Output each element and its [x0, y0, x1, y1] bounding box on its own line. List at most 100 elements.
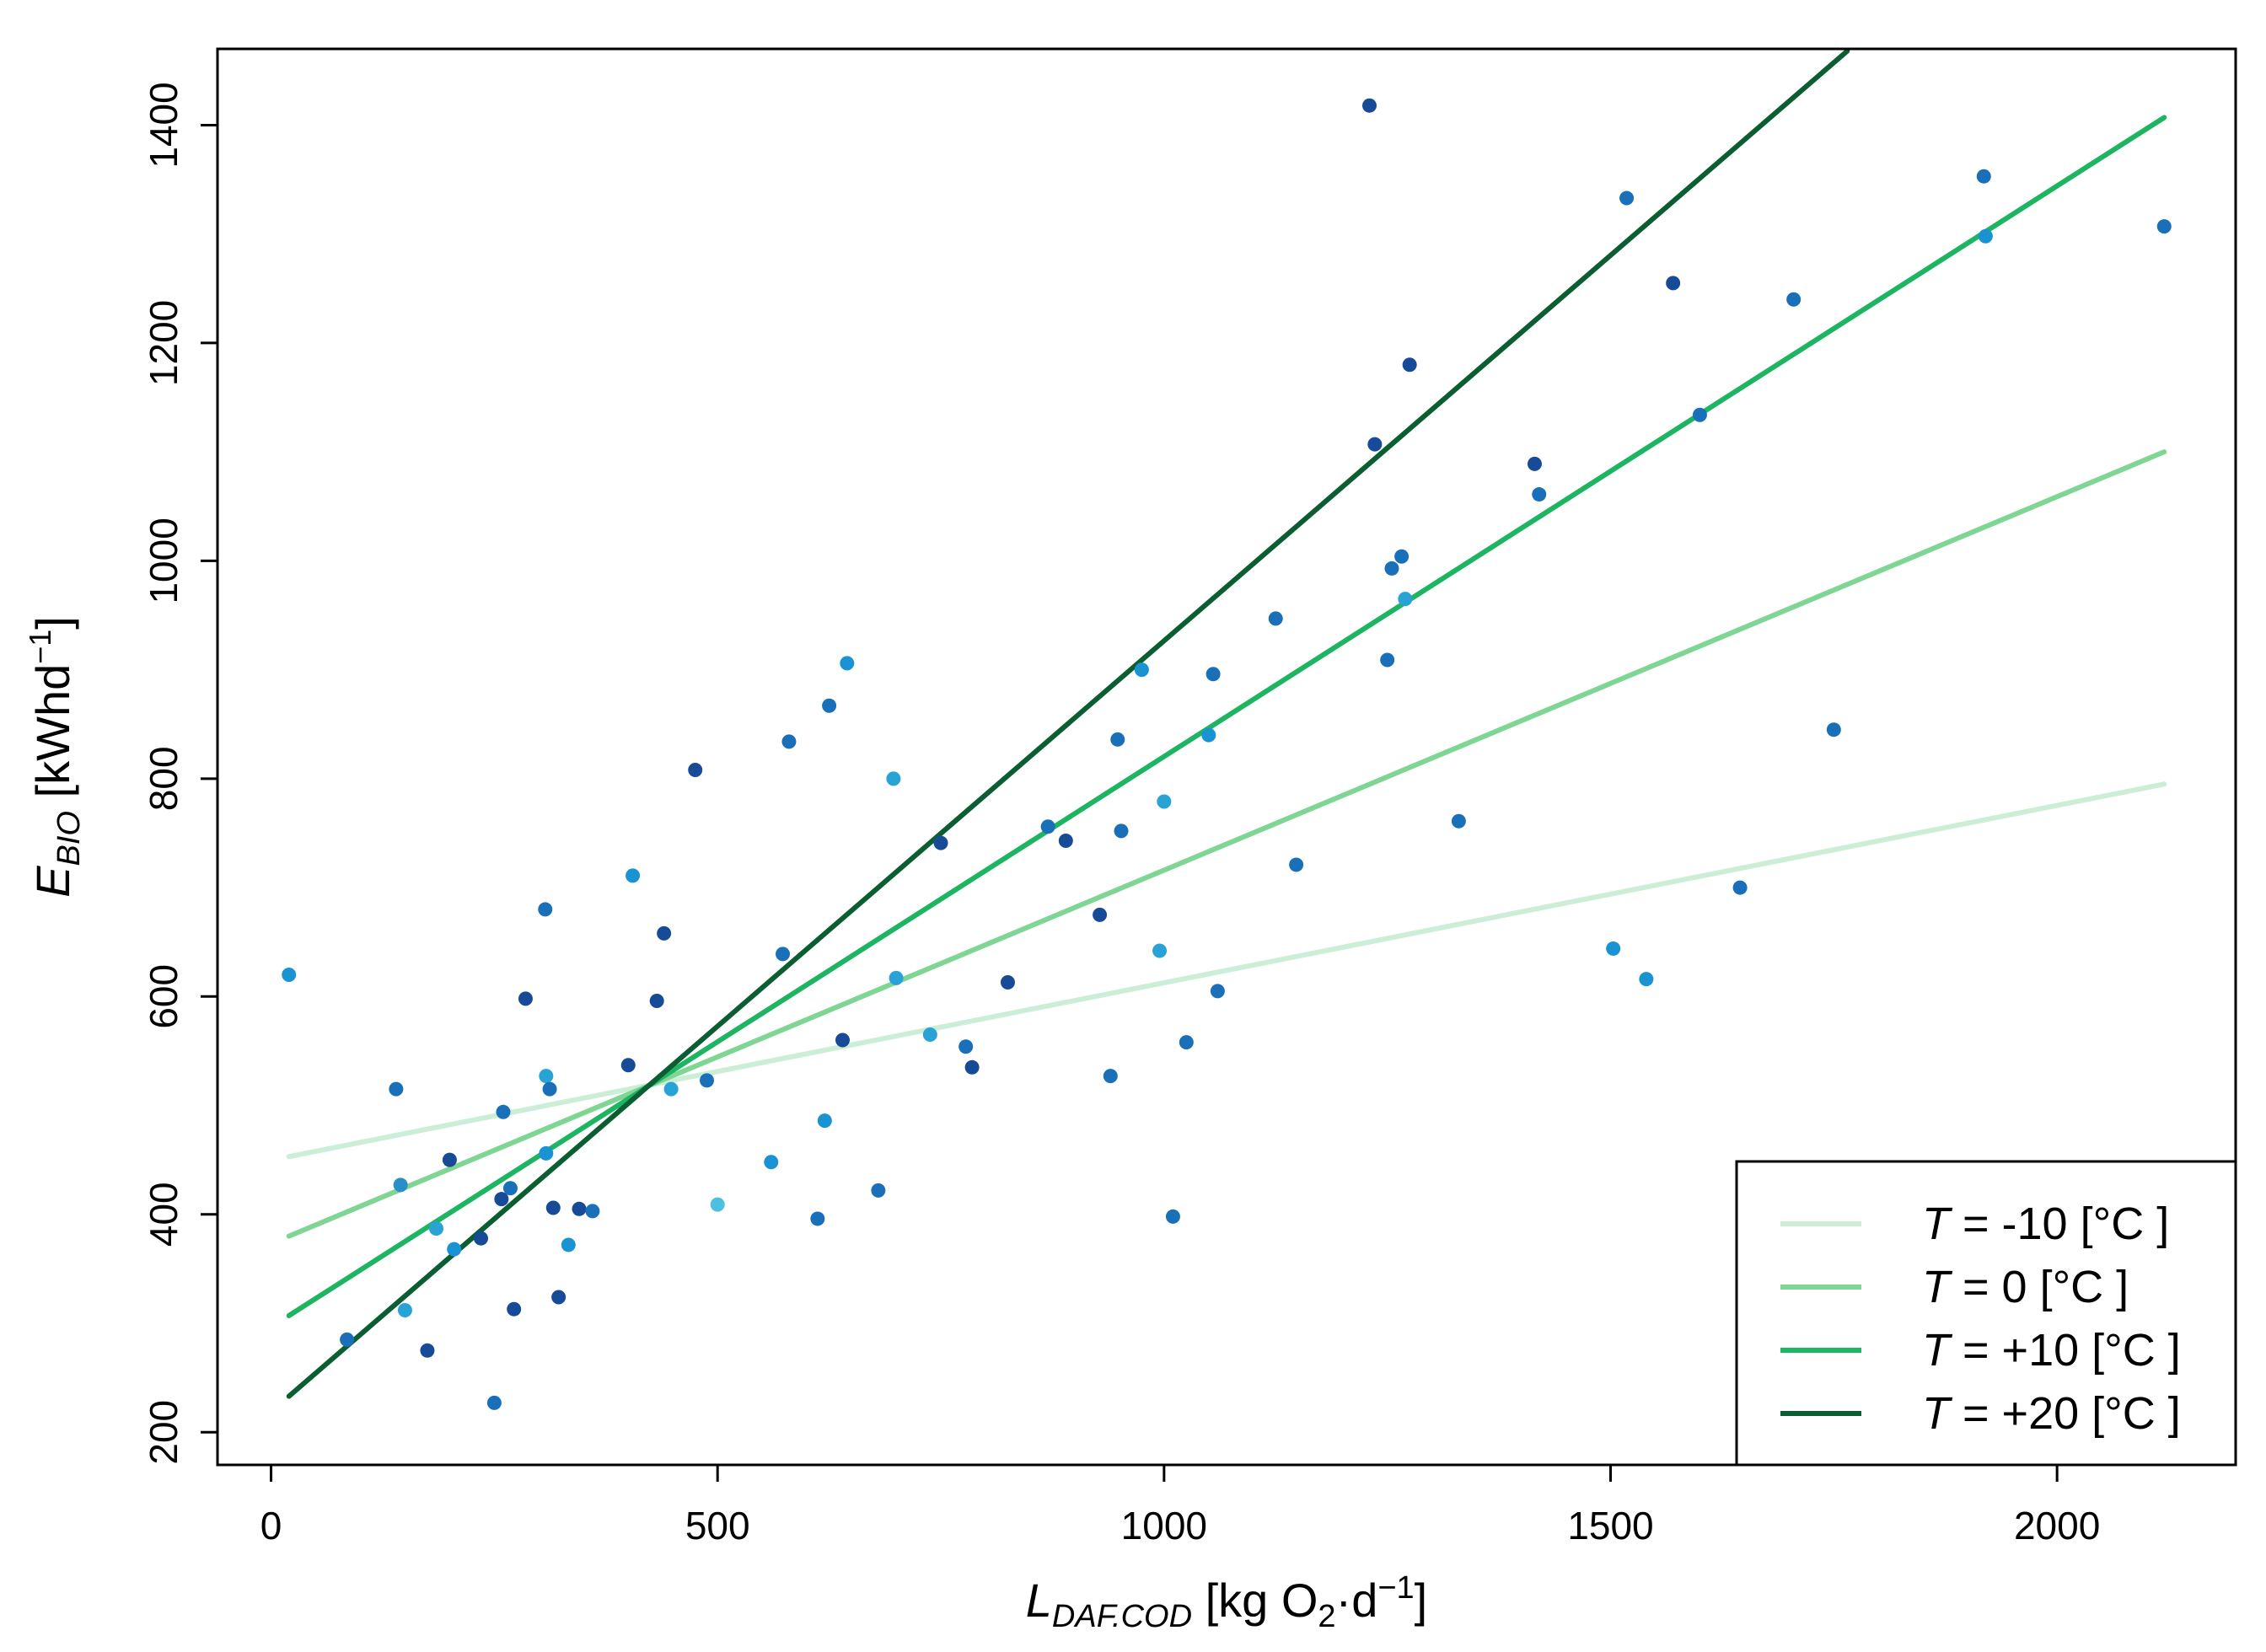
fit-line-3 — [286, 115, 2167, 1318]
data-point — [1398, 592, 1413, 607]
data-point — [542, 1081, 557, 1097]
legend: T = -10 [°C ] T = 0 [°C ] T = +10 [°C ] T =… — [1735, 1160, 2237, 1467]
data-point — [1000, 975, 1015, 990]
data-point — [572, 1201, 587, 1216]
y-tick-label: 200 — [142, 1400, 185, 1465]
data-point — [1978, 228, 1993, 244]
data-point — [663, 1081, 679, 1097]
data-point — [1451, 813, 1466, 829]
data-point — [502, 1181, 518, 1196]
y-axis-title: EBIO [kWhd−1] — [23, 616, 87, 898]
data-point — [585, 1204, 600, 1219]
data-point — [620, 1058, 636, 1073]
data-point — [397, 1302, 412, 1317]
data-point — [871, 1183, 886, 1198]
data-point — [699, 1073, 714, 1088]
data-point — [933, 835, 948, 850]
data-point — [538, 902, 553, 917]
data-point — [835, 1032, 851, 1048]
data-point — [1394, 549, 1410, 564]
data-point — [688, 763, 703, 778]
y-tick-label: 800 — [142, 746, 185, 811]
data-point — [1152, 943, 1168, 958]
x-tick-label: 1000 — [1121, 1504, 1207, 1547]
data-point — [657, 925, 672, 941]
data-point — [1639, 972, 1654, 987]
data-point — [1380, 652, 1395, 668]
data-point — [494, 1192, 509, 1207]
data-point — [1976, 169, 1991, 184]
data-point — [1786, 292, 1802, 307]
data-point — [447, 1242, 462, 1257]
data-point — [1165, 1209, 1180, 1224]
data-point — [817, 1113, 832, 1129]
data-point — [626, 868, 641, 883]
data-point — [710, 1197, 725, 1212]
legend-label: T = +10 [°C ] — [1922, 1325, 2181, 1376]
data-point — [545, 1200, 561, 1215]
plot-frame — [216, 47, 2237, 1467]
data-point — [340, 1332, 355, 1347]
data-point — [1367, 437, 1383, 452]
data-point — [1402, 357, 1417, 373]
data-point — [822, 698, 837, 713]
data-point — [1606, 941, 1621, 956]
data-point — [561, 1237, 576, 1252]
x-axis-title: LDAF.COD [kg O2·d−1] — [1026, 1570, 1427, 1634]
data-point — [539, 1069, 554, 1084]
data-point — [964, 1059, 980, 1075]
data-point — [1826, 722, 1841, 738]
y-axis: 200 400 600 800 1000 1200 1400 — [142, 82, 217, 1465]
data-point — [429, 1221, 444, 1236]
data-points — [282, 98, 2172, 1410]
data-point — [486, 1395, 502, 1410]
data-point — [958, 1039, 974, 1054]
y-tick-label: 400 — [142, 1182, 185, 1247]
data-point — [1110, 732, 1125, 747]
data-point — [649, 993, 664, 1008]
data-point — [1732, 880, 1748, 895]
data-point — [776, 947, 791, 962]
data-point — [1210, 984, 1225, 999]
data-point — [473, 1231, 488, 1246]
data-point — [1289, 857, 1304, 872]
data-point — [1361, 98, 1377, 113]
data-point — [922, 1027, 937, 1043]
data-point — [889, 970, 904, 985]
data-point — [1384, 560, 1399, 576]
x-tick-label: 1500 — [1567, 1504, 1653, 1547]
fit-line-4 — [286, 49, 1850, 1399]
regression-lines — [286, 49, 2167, 1399]
data-point — [1040, 819, 1055, 834]
y-tick-label: 600 — [142, 964, 185, 1029]
y-tick-label: 1200 — [142, 300, 185, 386]
data-point — [496, 1104, 511, 1119]
data-point — [389, 1081, 404, 1097]
data-point — [1157, 794, 1172, 809]
data-point — [442, 1152, 457, 1167]
data-point — [840, 656, 855, 671]
legend-label: T = +20 [°C ] — [1922, 1388, 2181, 1439]
x-tick-label: 500 — [685, 1504, 750, 1547]
data-point — [1134, 662, 1149, 678]
x-tick-label: 2000 — [2014, 1504, 2100, 1547]
data-point — [1179, 1035, 1194, 1050]
data-point — [2156, 219, 2172, 234]
legend-label: T = 0 [°C ] — [1922, 1262, 2129, 1312]
data-point — [1205, 667, 1221, 682]
data-point — [781, 734, 797, 749]
data-point — [1268, 611, 1283, 626]
data-point — [886, 771, 901, 786]
data-point — [764, 1155, 779, 1170]
data-point — [282, 967, 297, 982]
data-point — [518, 991, 533, 1006]
data-point — [1058, 834, 1073, 849]
x-tick-label: 0 — [260, 1504, 282, 1547]
y-tick-label: 1400 — [142, 82, 185, 168]
data-point — [1692, 407, 1707, 422]
data-point — [1114, 823, 1129, 839]
legend-label: T = -10 [°C ] — [1922, 1199, 2169, 1249]
data-point — [420, 1343, 435, 1358]
data-point — [1103, 1069, 1118, 1084]
data-point — [551, 1290, 566, 1305]
